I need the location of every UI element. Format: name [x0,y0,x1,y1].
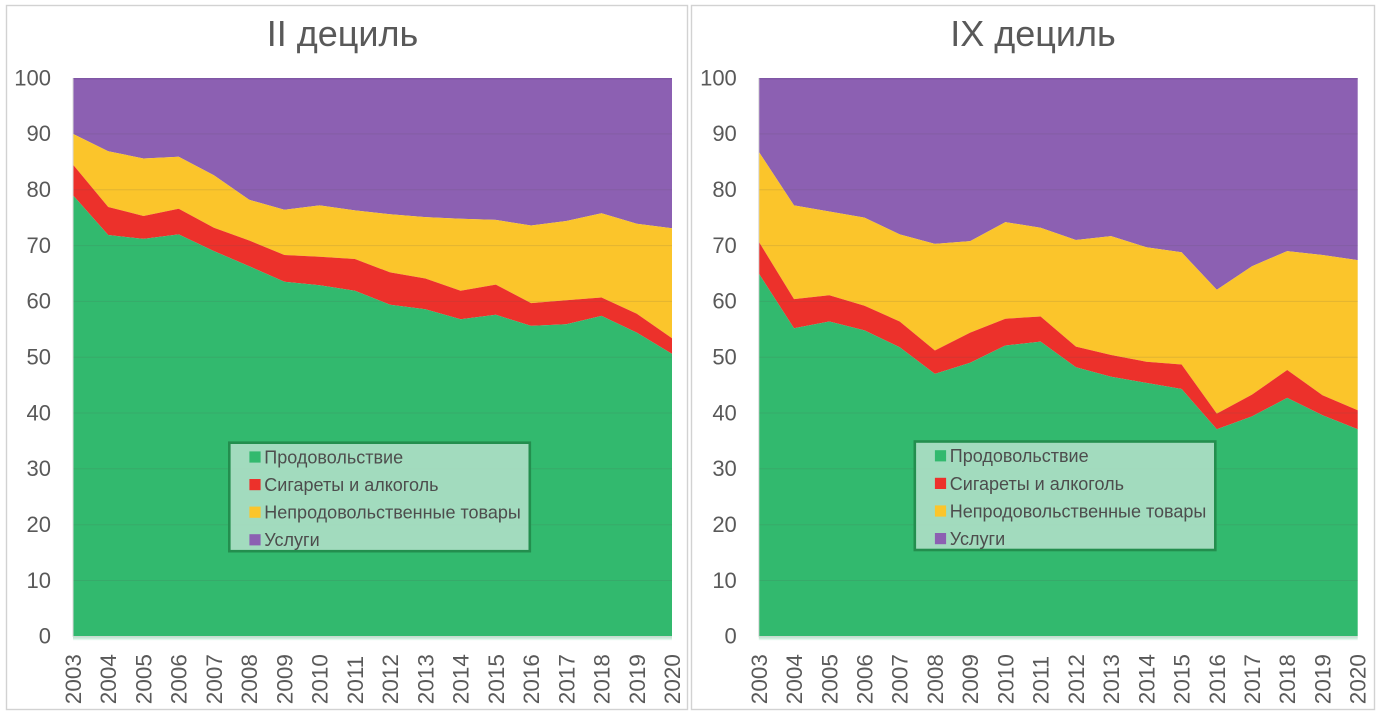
svg-text:80: 80 [712,177,736,202]
svg-text:2019: 2019 [1311,654,1336,704]
svg-text:10: 10 [27,568,51,593]
svg-text:2010: 2010 [993,654,1018,704]
svg-text:20: 20 [712,512,736,537]
svg-text:2006: 2006 [853,654,878,704]
svg-text:2003: 2003 [61,654,86,704]
svg-text:70: 70 [712,233,736,258]
svg-text:Услуги: Услуги [950,529,1005,549]
svg-text:2012: 2012 [378,654,403,704]
svg-text:0: 0 [725,624,737,649]
svg-text:100: 100 [700,65,737,90]
svg-text:2005: 2005 [132,654,157,704]
svg-text:60: 60 [27,289,51,314]
svg-text:30: 30 [27,456,51,481]
svg-text:2006: 2006 [167,654,192,704]
svg-text:2018: 2018 [590,654,615,704]
svg-text:50: 50 [27,345,51,370]
svg-text:2016: 2016 [519,654,544,704]
svg-text:Продовольствие: Продовольствие [950,446,1089,466]
svg-text:2007: 2007 [888,654,913,704]
svg-text:2005: 2005 [817,654,842,704]
svg-text:50: 50 [712,345,736,370]
svg-text:2013: 2013 [1099,654,1124,704]
svg-text:2009: 2009 [272,654,297,704]
svg-text:2013: 2013 [413,654,438,704]
svg-text:40: 40 [712,400,736,425]
svg-text:2009: 2009 [958,654,983,704]
svg-text:Сигареты и алкоголь: Сигареты и алкоголь [950,474,1124,494]
svg-text:IX дециль: IX дециль [950,13,1116,54]
svg-text:2019: 2019 [625,654,650,704]
svg-text:70: 70 [27,233,51,258]
svg-text:10: 10 [712,568,736,593]
svg-text:Непродовольственные товары: Непродовольственные товары [950,501,1207,521]
svg-text:2011: 2011 [1029,656,1054,704]
svg-text:2012: 2012 [1064,654,1089,704]
svg-text:2007: 2007 [202,654,227,704]
svg-text:2003: 2003 [747,654,772,704]
svg-text:2010: 2010 [308,654,333,704]
svg-text:2020: 2020 [1346,654,1371,704]
svg-text:2016: 2016 [1205,654,1230,704]
svg-text:2020: 2020 [660,654,685,704]
svg-text:2011: 2011 [343,656,368,704]
svg-text:2004: 2004 [96,654,121,704]
svg-text:0: 0 [39,624,51,649]
svg-text:80: 80 [27,177,51,202]
svg-text:Продовольствие: Продовольствие [264,447,403,467]
svg-text:2015: 2015 [1170,654,1195,704]
svg-text:2018: 2018 [1275,654,1300,704]
svg-text:2014: 2014 [449,654,474,704]
svg-text:2015: 2015 [484,654,509,704]
svg-text:II дециль: II дециль [267,13,419,54]
svg-text:2008: 2008 [237,654,262,704]
svg-text:90: 90 [27,121,51,146]
svg-text:Услуги: Услуги [264,530,319,550]
svg-text:40: 40 [27,400,51,425]
svg-text:2008: 2008 [923,654,948,704]
svg-text:2004: 2004 [782,654,807,704]
svg-text:90: 90 [712,121,736,146]
svg-text:2017: 2017 [1240,654,1265,704]
svg-text:60: 60 [712,289,736,314]
svg-text:100: 100 [14,65,51,90]
svg-text:30: 30 [712,456,736,481]
svg-text:2014: 2014 [1134,654,1159,704]
svg-text:Непродовольственные товары: Непродовольственные товары [264,503,521,523]
svg-text:20: 20 [27,512,51,537]
svg-text:Сигареты и алкоголь: Сигареты и алкоголь [264,475,438,495]
svg-text:2017: 2017 [554,654,579,704]
